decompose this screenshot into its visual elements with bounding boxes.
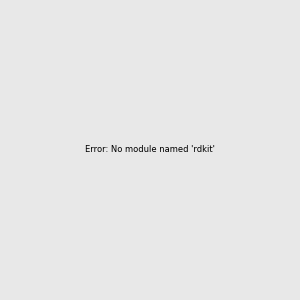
Text: Error: No module named 'rdkit': Error: No module named 'rdkit' bbox=[85, 146, 215, 154]
